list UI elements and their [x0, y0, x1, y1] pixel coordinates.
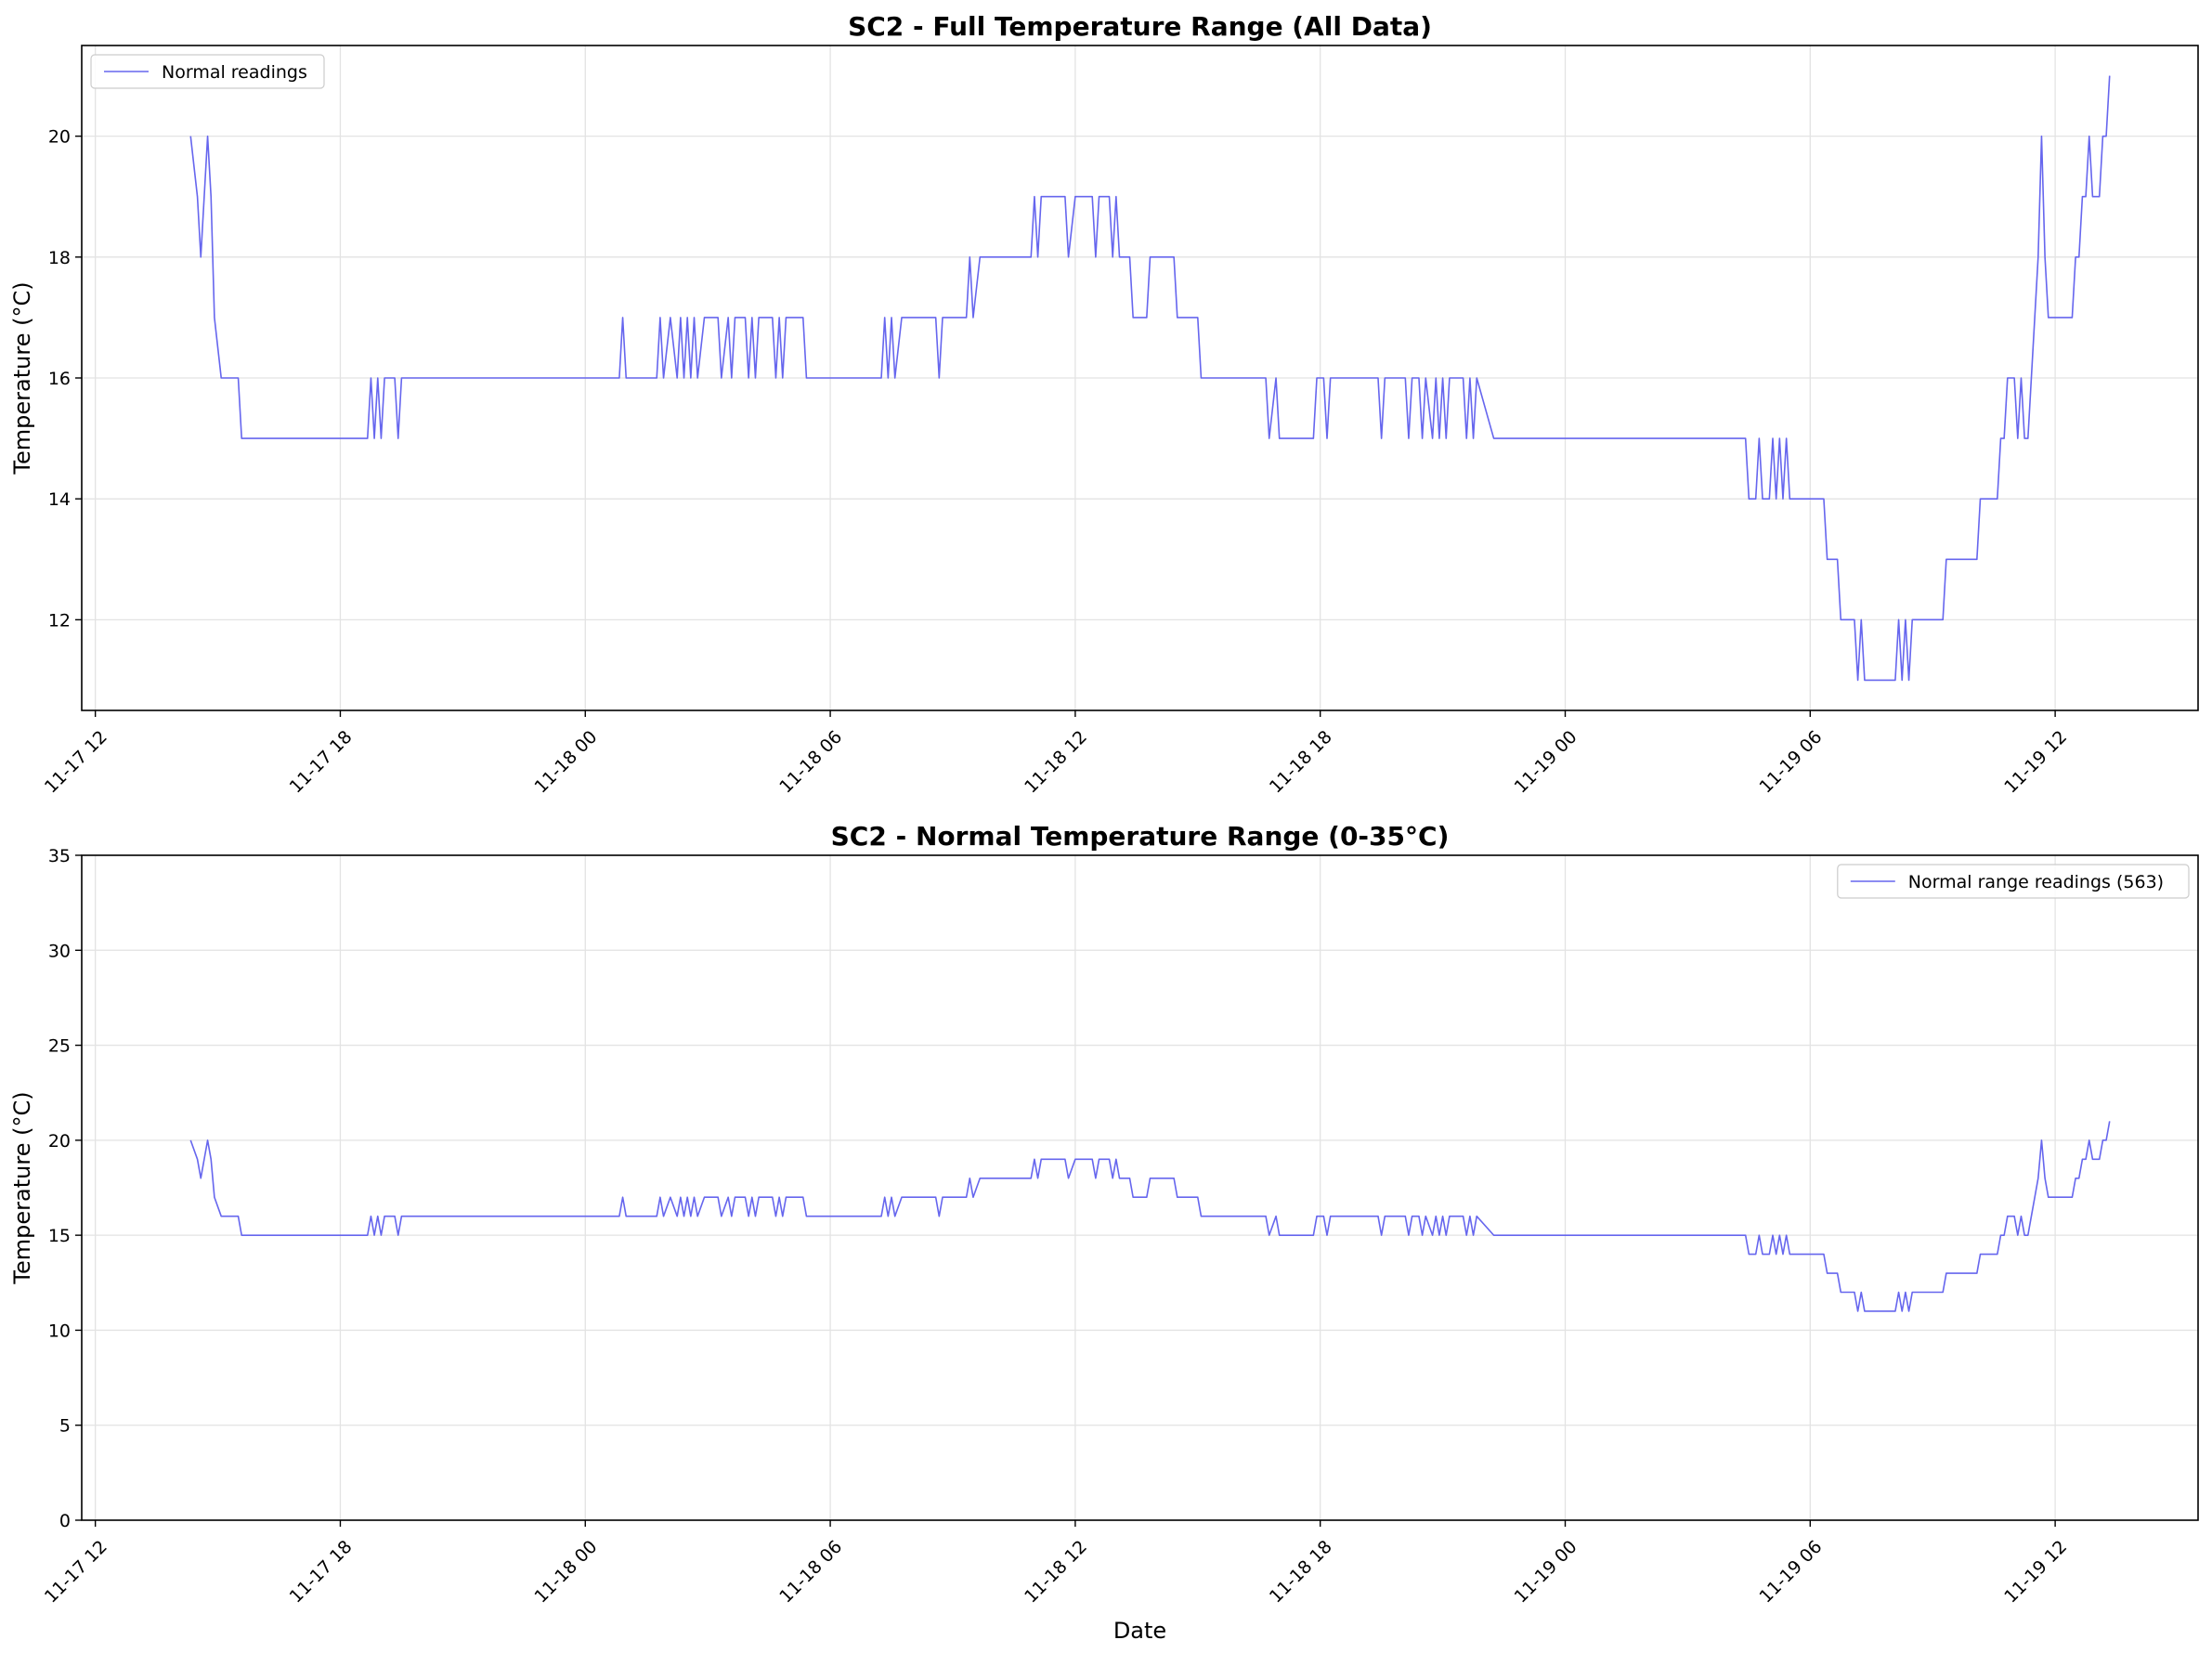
- full-range-legend-label: Normal readings: [162, 62, 307, 83]
- temperature-series-line: [189, 75, 2111, 682]
- normal-range-legend-box: [1837, 864, 2190, 899]
- y-tick-label: 35: [48, 846, 71, 866]
- y-tick-label: 20: [48, 127, 71, 148]
- full-range-y-axis-label: Temperature (°C): [9, 281, 35, 475]
- y-tick-label: 18: [48, 248, 71, 268]
- y-tick-label: 30: [48, 941, 71, 961]
- normal-range-y-axis-label: Temperature (°C): [9, 1091, 35, 1284]
- y-tick-label: 12: [48, 610, 71, 631]
- normal-range-y-ticks: 0 5 10 15 20 25 30 35: [48, 846, 82, 1531]
- y-tick-label: 20: [48, 1131, 71, 1152]
- y-tick-label: 10: [48, 1321, 71, 1341]
- y-tick-label: 16: [48, 369, 71, 389]
- full-range-series: [189, 75, 2111, 682]
- normal-range-series: [189, 1121, 2111, 1312]
- normal-range-title: SC2 - Normal Temperature Range (0-35°C): [831, 821, 1450, 852]
- normal-range-legend-label: Normal range readings (563): [1908, 872, 2164, 892]
- full-range-title: SC2 - Full Temperature Range (All Data): [848, 11, 1432, 42]
- y-tick-label: 0: [59, 1511, 71, 1531]
- temperature-series-line: [189, 1121, 2111, 1312]
- full-range-legend: Normal readings: [90, 54, 325, 89]
- normal-range-axes-frame: [81, 854, 2199, 1521]
- full-range-y-ticks: 12 14 16 18 20: [48, 127, 82, 631]
- normal-range-gridlines: [82, 854, 2198, 1521]
- y-tick-label: 25: [48, 1036, 71, 1057]
- y-tick-label: 14: [48, 489, 71, 510]
- normal-range-x-axis-label: Date: [1113, 1618, 1166, 1644]
- normal-range-legend: Normal range readings (563): [1837, 864, 2190, 899]
- y-tick-label: 5: [59, 1416, 71, 1437]
- y-tick-label: 15: [48, 1226, 71, 1246]
- full-range-legend-box: [90, 54, 325, 89]
